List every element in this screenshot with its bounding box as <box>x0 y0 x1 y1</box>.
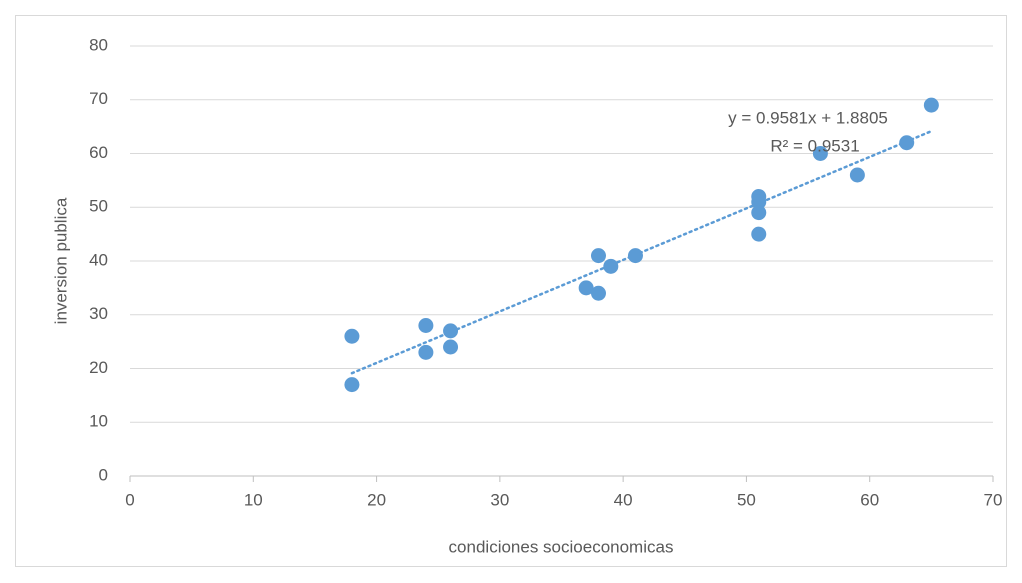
data-point <box>627 248 643 264</box>
y-tick-label: 0 <box>99 465 108 484</box>
x-tick-label: 20 <box>367 490 386 509</box>
data-point <box>344 328 360 344</box>
x-tick-label: 70 <box>984 490 1003 509</box>
y-tick-label: 10 <box>89 412 108 431</box>
data-point <box>899 135 915 151</box>
trendline-r2: R² = 0.9531 <box>770 136 859 155</box>
data-point <box>751 226 767 242</box>
y-tick-label: 30 <box>89 304 108 323</box>
data-point <box>812 146 828 161</box>
x-tick-label: 40 <box>614 490 633 509</box>
data-point <box>603 258 619 274</box>
x-tick-label: 30 <box>490 490 509 509</box>
data-point <box>418 318 434 333</box>
data-point <box>590 248 606 264</box>
data-point <box>418 344 434 360</box>
data-point <box>849 167 865 183</box>
y-tick-label: 50 <box>89 197 108 216</box>
x-axis-title: condiciones socioeconomicas <box>449 537 674 556</box>
data-point <box>443 339 459 355</box>
x-tick-label: 10 <box>244 490 263 509</box>
y-tick-label: 60 <box>89 143 108 162</box>
y-tick-label: 70 <box>89 89 108 108</box>
data-point <box>578 280 594 296</box>
data-point <box>923 97 939 113</box>
x-tick-label: 0 <box>125 490 134 509</box>
data-point <box>751 194 767 210</box>
x-tick-label: 50 <box>737 490 756 509</box>
data-point <box>751 205 767 221</box>
data-point <box>590 285 606 301</box>
trendline-equation: y = 0.9581x + 1.8805 <box>728 108 888 127</box>
data-point <box>344 377 360 393</box>
data-point <box>443 323 459 339</box>
y-tick-label: 20 <box>89 358 108 377</box>
y-axis-title: inversion publica <box>51 197 70 324</box>
y-tick-label: 80 <box>89 35 108 54</box>
x-tick-label: 60 <box>860 490 879 509</box>
chart-border <box>15 15 1007 567</box>
y-tick-label: 40 <box>89 250 108 269</box>
plot-area <box>129 45 994 482</box>
